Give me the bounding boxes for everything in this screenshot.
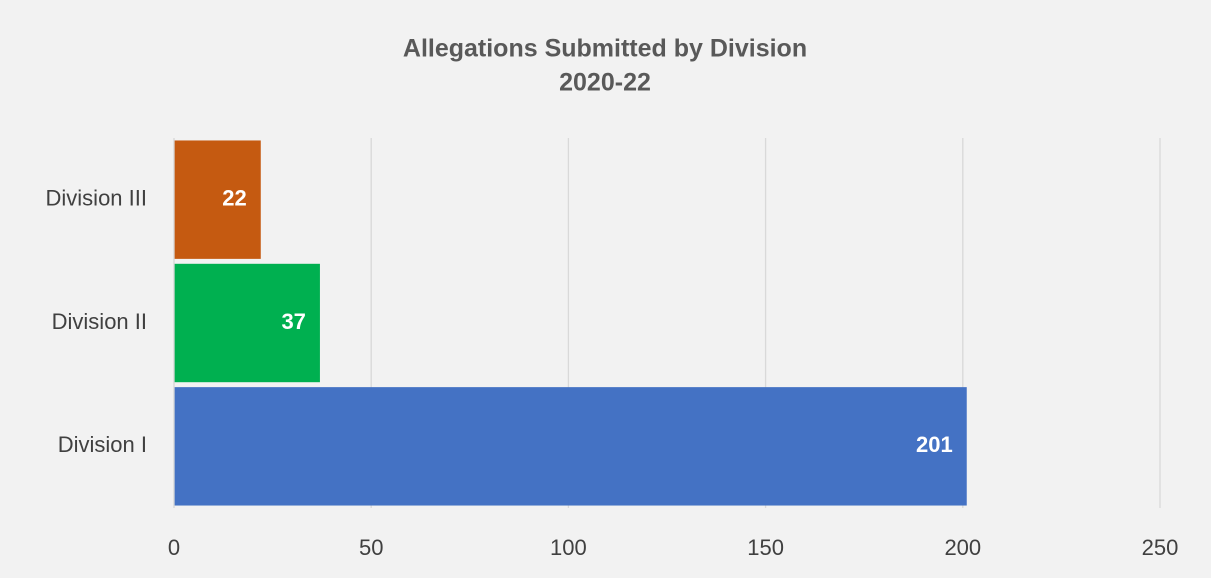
x-tick-label: 150 — [747, 535, 784, 560]
y-tick-label: Division III — [46, 185, 147, 210]
x-tick-label: 200 — [944, 535, 981, 560]
y-tick-label: Division II — [52, 309, 147, 334]
x-tick-label: 100 — [550, 535, 587, 560]
bar — [174, 140, 261, 259]
bar — [174, 263, 320, 383]
x-tick-label: 250 — [1142, 535, 1179, 560]
data-label: 201 — [916, 432, 953, 457]
y-tick-label: Division I — [58, 432, 147, 457]
chart-title: Allegations Submitted by Division — [403, 35, 807, 63]
bar — [174, 387, 967, 506]
x-tick-label: 0 — [168, 535, 180, 560]
data-label: 37 — [281, 309, 305, 334]
data-label: 22 — [222, 185, 246, 210]
chart-subtitle: 2020-22 — [559, 69, 651, 97]
x-tick-label: 50 — [359, 535, 383, 560]
